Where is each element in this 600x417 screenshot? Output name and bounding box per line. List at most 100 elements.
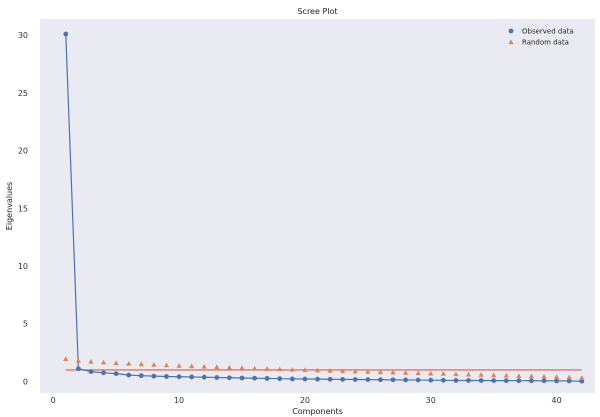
data-point (440, 371, 446, 376)
data-point (503, 378, 509, 384)
plot-area (40, 19, 595, 393)
data-point (415, 370, 421, 376)
data-point (453, 371, 459, 377)
data-point (101, 370, 106, 376)
data-point (289, 376, 295, 382)
data-point (315, 376, 320, 382)
data-point (176, 363, 182, 368)
chart-title: Scree Plot (297, 7, 337, 16)
data-point (352, 368, 358, 374)
legend-entry: Observed data (522, 28, 574, 36)
data-point (227, 375, 232, 381)
legend-entry: Random data (522, 39, 569, 47)
data-point (277, 376, 283, 382)
data-point (352, 377, 358, 382)
x-tick-label: 10 (174, 396, 184, 405)
legend: Observed data Random data (500, 24, 592, 50)
y-tick-label: 20 (18, 147, 28, 156)
data-point (503, 372, 509, 378)
series-random-data (63, 356, 585, 380)
y-axis-label: Eigenvalues (5, 182, 14, 230)
x-tick-label: 20 (300, 396, 310, 405)
data-point (440, 377, 446, 383)
data-point (151, 373, 157, 379)
y-tick-label: 25 (18, 89, 28, 98)
data-point (529, 378, 534, 384)
data-point (163, 362, 170, 368)
legend-marker (508, 28, 514, 34)
data-point (516, 378, 522, 384)
data-point (251, 365, 258, 371)
data-point (88, 359, 94, 364)
data-point (390, 377, 396, 383)
data-point (75, 366, 81, 372)
x-tick-label: 0 (51, 396, 56, 405)
data-point (402, 370, 409, 375)
data-point (63, 356, 69, 362)
x-axis-label: Components (292, 407, 343, 416)
data-point (113, 371, 119, 377)
data-point (579, 375, 585, 380)
series-observed-data (63, 31, 585, 384)
data-point (151, 362, 157, 367)
data-point (340, 376, 346, 382)
data-point (189, 363, 195, 369)
data-point (164, 374, 169, 379)
data-point (264, 376, 270, 381)
data-point (277, 366, 283, 372)
data-point (403, 377, 408, 383)
data-point (327, 376, 333, 382)
data-point (566, 378, 572, 384)
data-point (302, 376, 308, 382)
data-point (327, 368, 333, 373)
data-point (516, 373, 522, 378)
data-point (365, 377, 371, 383)
data-point (189, 374, 195, 380)
data-point (138, 373, 144, 379)
data-point (566, 374, 572, 380)
data-point (201, 374, 207, 380)
data-point (63, 31, 69, 37)
legend-box (500, 24, 592, 50)
x-tick-label: 30 (426, 396, 436, 405)
y-tick-label: 15 (18, 204, 28, 213)
y-tick-label: 0 (23, 377, 28, 386)
data-point (491, 378, 497, 383)
data-point (365, 369, 371, 374)
data-point (378, 377, 383, 383)
data-point (465, 371, 472, 377)
data-point (138, 361, 144, 367)
data-point (491, 372, 497, 378)
data-point (252, 375, 257, 381)
data-point (340, 368, 346, 374)
data-point (75, 358, 81, 363)
data-point (466, 378, 471, 383)
data-point (201, 363, 207, 369)
y-tick-label: 30 (18, 31, 28, 40)
series-layer (63, 31, 585, 384)
data-point (214, 364, 220, 370)
data-point (428, 370, 434, 376)
data-point (100, 359, 107, 365)
data-point (239, 375, 245, 381)
data-point (176, 374, 182, 380)
data-point (264, 366, 270, 371)
data-point (88, 369, 94, 375)
data-point (126, 372, 132, 378)
data-point (314, 367, 321, 373)
data-point (478, 378, 484, 383)
data-point (113, 360, 119, 366)
legend-marker (508, 39, 514, 45)
data-point (554, 374, 560, 379)
data-point (541, 378, 547, 384)
data-point (126, 360, 132, 366)
data-point (554, 378, 560, 384)
tick-layer: 0 10 20 30 40 0 5 10 15 20 25 30 (18, 31, 562, 405)
data-point (302, 367, 308, 372)
data-point (390, 369, 396, 375)
data-point (377, 369, 384, 375)
data-point (541, 373, 547, 379)
data-point (239, 365, 245, 371)
y-tick-label: 5 (23, 320, 28, 329)
